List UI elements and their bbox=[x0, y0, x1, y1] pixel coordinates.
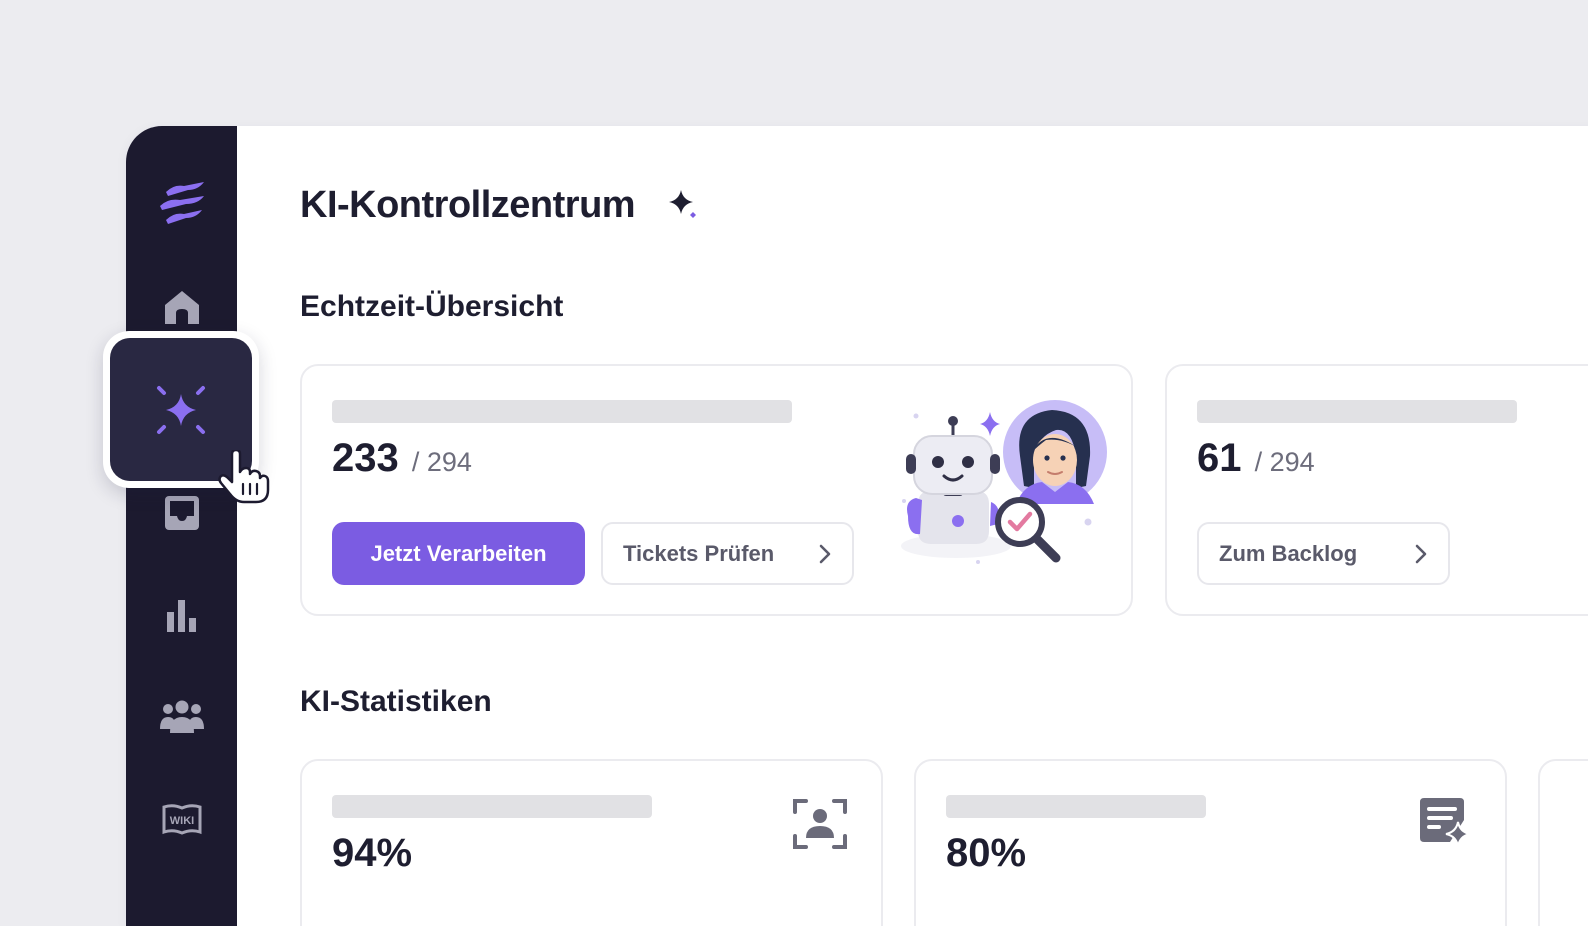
sidebar: WIKI bbox=[126, 126, 237, 926]
main-content: KI-Kontrollzentrum Echtzeit-Übersicht 23… bbox=[237, 126, 1588, 926]
svg-text:WIKI: WIKI bbox=[169, 815, 193, 827]
sparkle-icon bbox=[157, 385, 205, 434]
bar-chart-icon[interactable] bbox=[126, 596, 237, 634]
skeleton-label bbox=[332, 400, 792, 423]
stat-card: 80% bbox=[914, 759, 1507, 926]
section-title-stats: KI-Statistiken bbox=[300, 685, 492, 718]
stat-card: 94% bbox=[300, 759, 883, 926]
review-tickets-button[interactable]: Tickets Prüfen bbox=[601, 522, 854, 585]
stat-value: 80% bbox=[946, 831, 1027, 875]
backlog-button[interactable]: Zum Backlog bbox=[1197, 522, 1450, 585]
sparkle-icon bbox=[669, 190, 696, 218]
backlog-card: 61 / 294 Zum Backlog bbox=[1165, 364, 1588, 616]
chevron-right-icon bbox=[819, 544, 831, 564]
document-sparkle-icon bbox=[1420, 798, 1471, 847]
page-title: KI-Kontrollzentrum bbox=[300, 184, 636, 226]
logo-icon[interactable] bbox=[126, 178, 237, 230]
process-now-button[interactable]: Jetzt Verarbeiten bbox=[332, 522, 585, 585]
chevron-right-icon bbox=[1415, 544, 1427, 564]
robot-assistant-illustration bbox=[901, 400, 1107, 564]
skeleton-label bbox=[1197, 400, 1517, 423]
skeleton-label bbox=[946, 795, 1206, 818]
app-window: WIKI KI-Kontrollzentrum Echtzeit-Übersic… bbox=[126, 126, 1588, 926]
hand-cursor-icon bbox=[218, 450, 270, 504]
realtime-card: 233 / 294 Jetzt Verarbeiten Tickets Prüf… bbox=[300, 364, 1133, 616]
skeleton-label bbox=[332, 795, 652, 818]
inbox-icon[interactable] bbox=[126, 494, 237, 532]
wiki-icon[interactable]: WIKI bbox=[126, 802, 237, 838]
stat-card bbox=[1538, 759, 1588, 926]
processed-count: 233 / 294 bbox=[332, 436, 472, 480]
face-scan-icon bbox=[793, 799, 847, 849]
backlog-count: 61 / 294 bbox=[1197, 436, 1315, 480]
stat-value: 94% bbox=[332, 831, 413, 875]
section-title-realtime: Echtzeit-Übersicht bbox=[300, 290, 564, 323]
sidebar-item-ai[interactable] bbox=[103, 331, 259, 488]
home-icon[interactable] bbox=[126, 288, 237, 326]
users-icon[interactable] bbox=[126, 699, 237, 737]
